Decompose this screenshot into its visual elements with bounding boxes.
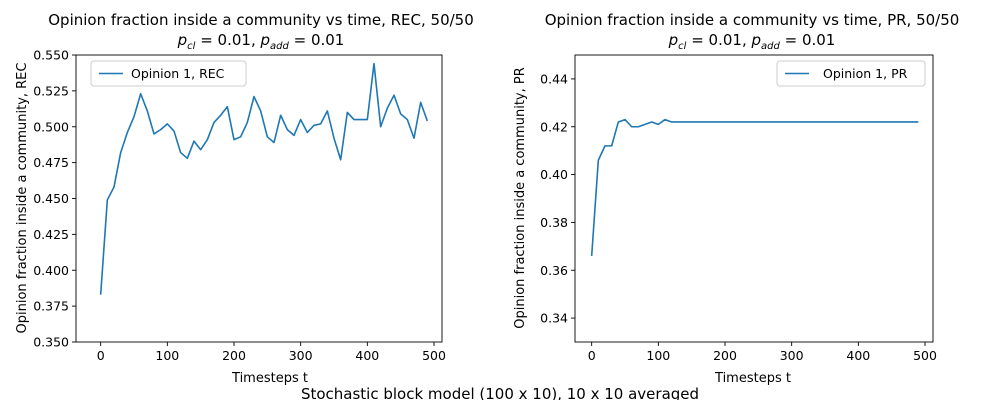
x-axis-label: Timesteps t: [714, 371, 791, 386]
y-tick-label: 0.400: [33, 263, 69, 278]
x-tick-label: 200: [222, 348, 246, 363]
legend: Opinion 1, PR: [776, 60, 926, 87]
legend-box: [776, 60, 926, 87]
figure-suptitle: Stochastic block model (100 x 10), 10 x …: [301, 385, 699, 400]
legend-box: [90, 60, 247, 87]
x-tick-label: 0: [588, 348, 596, 363]
x-tick-label: 0: [97, 348, 105, 363]
y-axis-label: Opinion fraction inside a community, PR: [513, 67, 528, 329]
y-tick-label: 0.550: [33, 48, 69, 63]
y-tick-label: 0.425: [33, 227, 69, 242]
x-tick-label: 400: [846, 348, 870, 363]
series-line-0: [590, 118, 919, 256]
y-axis-label: Opinion fraction inside a community, REC: [15, 63, 30, 334]
x-tick-label: 500: [913, 348, 937, 363]
y-tick-label: 0.350: [33, 335, 69, 350]
series-line-0: [99, 62, 429, 295]
chart-pr: Opinion fraction inside a community vs t…: [513, 11, 959, 386]
x-tick-label: 400: [355, 348, 379, 363]
legend: Opinion 1, REC: [90, 60, 247, 87]
y-tick-label: 0.500: [33, 119, 69, 134]
axes-frame: [574, 54, 934, 343]
chart-subtitle: pcl = 0.01, padd = 0.01: [177, 31, 345, 52]
chart-title: Opinion fraction inside a community vs t…: [48, 11, 474, 29]
y-tick-label: 0.42: [540, 119, 568, 134]
chart-rec: Opinion fraction inside a community vs t…: [15, 11, 474, 386]
y-tick-label: 0.44: [540, 71, 568, 86]
x-tick-label: 300: [289, 348, 313, 363]
y-tick-label: 0.40: [540, 167, 568, 182]
y-tick-label: 0.475: [33, 155, 69, 170]
x-tick-label: 100: [155, 348, 179, 363]
chart-subtitle: pcl = 0.01, padd = 0.01: [668, 31, 836, 52]
x-tick-label: 300: [780, 348, 804, 363]
legend-label: Opinion 1, PR: [823, 66, 908, 81]
x-axis-label: Timesteps t: [231, 371, 308, 386]
chart-title: Opinion fraction inside a community vs t…: [545, 11, 960, 29]
y-tick-label: 0.450: [33, 191, 69, 206]
y-tick-label: 0.34: [540, 311, 568, 326]
legend-label: Opinion 1, REC: [131, 66, 225, 81]
plot-area: 0 100 200 300 400 500 0.34 0.36 0.38 0.40 0.42 0.44: [540, 54, 937, 363]
plot-area: 0 100 200 300 400 500 0.350 0.375 0.400 0.425 0.45…: [33, 48, 446, 364]
y-tick-label: 0.38: [540, 215, 568, 230]
x-tick-label: 200: [713, 348, 737, 363]
x-tick-label: 100: [646, 348, 670, 363]
x-tick-label: 500: [422, 348, 446, 363]
y-tick-label: 0.375: [33, 299, 69, 314]
y-tick-label: 0.525: [33, 83, 69, 98]
y-tick-label: 0.36: [540, 263, 568, 278]
